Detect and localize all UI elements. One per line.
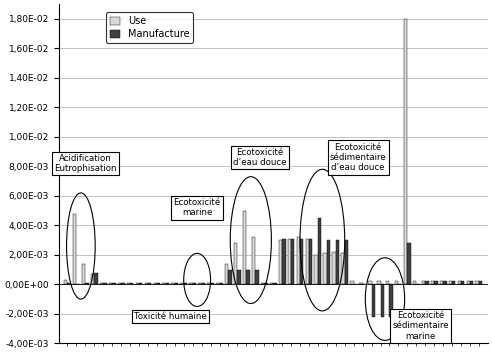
Bar [368,281,371,285]
Bar [386,281,390,285]
Bar [121,283,124,285]
Bar [136,283,139,285]
Bar [475,281,479,285]
Bar [443,281,447,285]
Bar [479,281,482,285]
Bar [157,283,160,285]
Bar [171,283,175,285]
Bar [461,281,464,285]
Bar [350,281,354,285]
Bar [112,283,116,285]
Bar [243,211,246,285]
Bar [345,240,348,285]
Bar [94,273,98,285]
Bar [139,283,142,285]
Bar [193,283,196,285]
Bar [288,239,291,285]
Bar [198,283,202,285]
Bar [377,281,380,285]
Bar [440,281,443,285]
Bar [216,283,219,285]
Bar [145,283,148,285]
Bar [458,281,461,285]
Bar [333,252,336,285]
Bar [73,214,76,285]
Bar [154,283,157,285]
Bar [407,243,411,285]
Bar [126,283,130,285]
Bar [238,270,241,285]
Bar [64,280,67,285]
Bar [109,283,112,285]
Bar [219,283,223,285]
Text: Ecotoxicité
d’eau douce: Ecotoxicité d’eau douce [233,148,286,167]
Bar [470,281,473,285]
Bar [184,283,187,285]
Bar [228,270,232,285]
Bar [395,281,399,285]
Bar [85,283,89,285]
Bar [404,19,407,285]
Bar [359,283,363,285]
Bar [390,285,393,317]
Bar [225,264,228,285]
Bar [336,240,339,285]
Bar [202,283,205,285]
Bar [449,281,452,285]
Bar [323,253,327,285]
Legend: Use, Manufacture: Use, Manufacture [106,12,193,43]
Bar [434,281,437,285]
Text: Ecotoxicité
sédimentaire
marine: Ecotoxicité sédimentaire marine [393,311,449,341]
Bar [148,283,152,285]
Bar [452,281,456,285]
Bar [380,285,384,317]
Bar [162,283,166,285]
Bar [273,283,277,285]
Bar [252,237,255,285]
Bar [422,281,425,285]
Bar [297,237,300,285]
Text: Ecotoxicité
sédimentaire
d’eau douce: Ecotoxicité sédimentaire d’eau douce [330,143,386,172]
Bar [309,239,312,285]
Text: Ecotoxicité
marine: Ecotoxicité marine [174,198,221,217]
Bar [181,283,184,285]
Bar [255,270,259,285]
Bar [431,281,434,285]
Bar [327,240,330,285]
Bar [211,283,214,285]
Bar [246,270,250,285]
Bar [341,253,345,285]
Bar [306,239,309,285]
Bar [234,243,238,285]
Bar [279,240,282,285]
Bar [100,283,103,285]
Bar [425,281,429,285]
Bar [82,264,85,285]
Bar [175,283,178,285]
Bar [314,255,318,285]
Bar [318,218,321,285]
Bar [103,283,107,285]
Bar [282,239,285,285]
Bar [291,239,294,285]
Bar [166,283,169,285]
Bar [207,283,211,285]
Bar [466,281,470,285]
Bar [261,283,264,285]
Text: Toxicité humaine: Toxicité humaine [134,312,207,321]
Bar [300,239,304,285]
Bar [130,283,133,285]
Bar [264,283,268,285]
Bar [371,285,375,317]
Text: Acidification
Eutrophisation: Acidification Eutrophisation [54,154,117,173]
Bar [189,283,193,285]
Bar [118,283,121,285]
Bar [270,283,273,285]
Bar [413,281,416,285]
Bar [67,283,71,285]
Bar [91,274,94,285]
